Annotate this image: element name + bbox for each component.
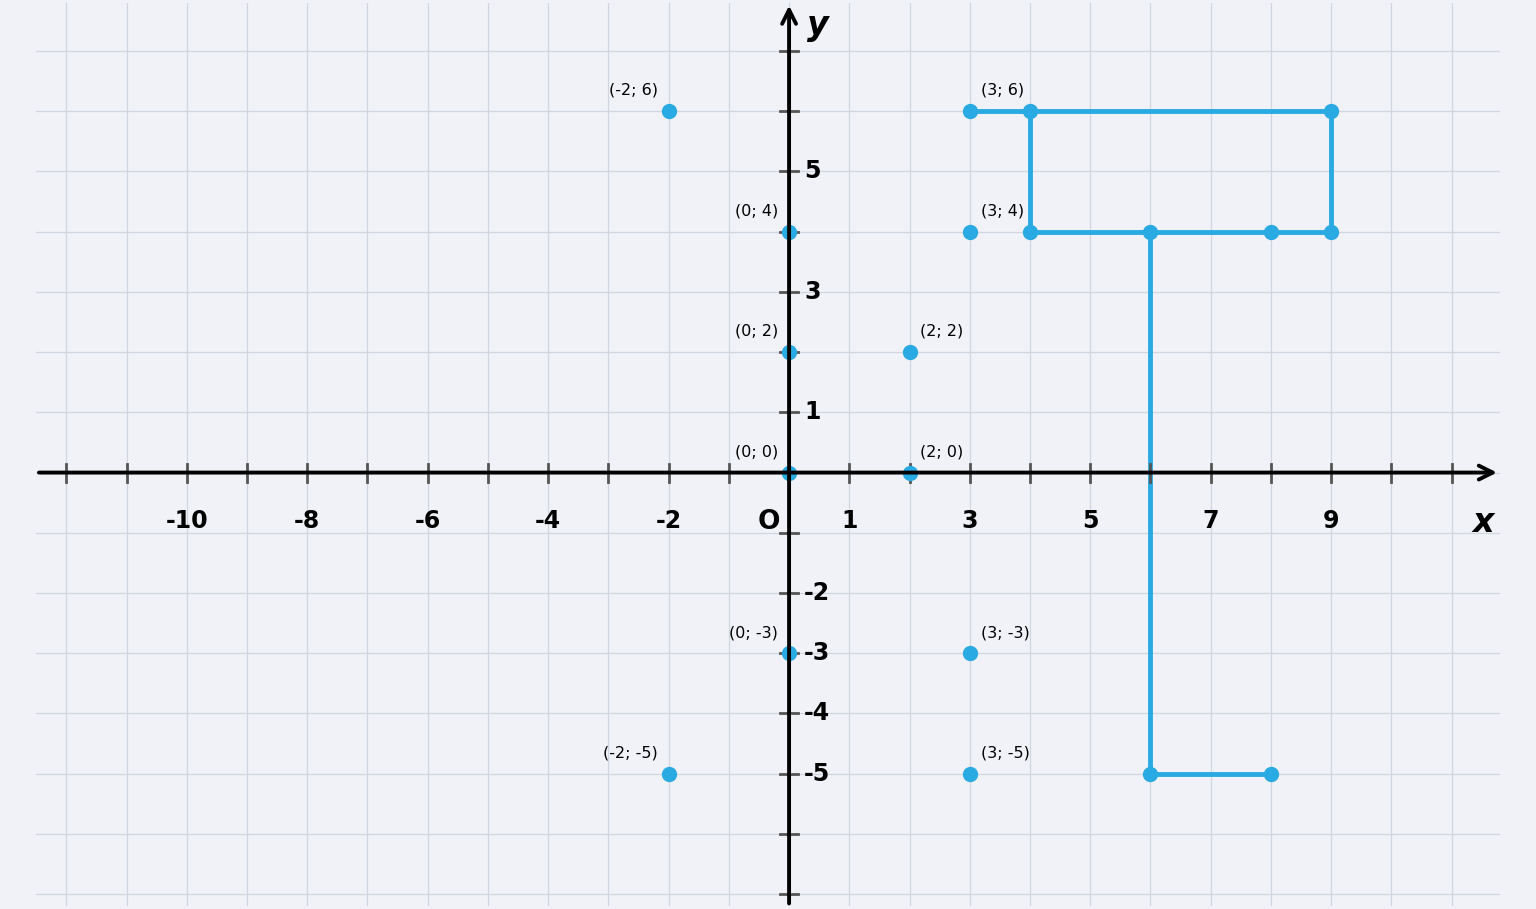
Text: 5: 5 bbox=[805, 159, 820, 184]
Text: -4: -4 bbox=[805, 702, 831, 725]
Text: -2: -2 bbox=[805, 581, 831, 605]
Text: -2: -2 bbox=[656, 509, 682, 533]
Text: (2; 2): (2; 2) bbox=[920, 324, 963, 339]
Text: (0; -3): (0; -3) bbox=[730, 625, 779, 640]
Text: (0; 4): (0; 4) bbox=[736, 204, 779, 218]
Text: -8: -8 bbox=[293, 509, 321, 533]
Text: (0; 2): (0; 2) bbox=[736, 324, 779, 339]
Text: 3: 3 bbox=[962, 509, 978, 533]
Text: (-2; -5): (-2; -5) bbox=[604, 745, 657, 761]
Text: (3; -5): (3; -5) bbox=[980, 745, 1029, 761]
Text: (-2; 6): (-2; 6) bbox=[608, 83, 657, 98]
Text: 3: 3 bbox=[805, 280, 820, 304]
Text: x: x bbox=[1473, 505, 1495, 539]
Text: -6: -6 bbox=[415, 509, 441, 533]
Text: 9: 9 bbox=[1322, 509, 1339, 533]
Text: (3; 6): (3; 6) bbox=[980, 83, 1023, 98]
Text: -10: -10 bbox=[166, 509, 207, 533]
Text: -5: -5 bbox=[805, 762, 831, 785]
Text: (3; 4): (3; 4) bbox=[980, 204, 1023, 218]
Text: O: O bbox=[757, 509, 780, 534]
Text: (3; -3): (3; -3) bbox=[980, 625, 1029, 640]
Text: (2; 0): (2; 0) bbox=[920, 445, 963, 459]
Text: -3: -3 bbox=[805, 641, 831, 665]
Text: 5: 5 bbox=[1081, 509, 1098, 533]
Text: 1: 1 bbox=[842, 509, 857, 533]
Text: (0; 0): (0; 0) bbox=[736, 445, 779, 459]
Text: 7: 7 bbox=[1203, 509, 1220, 533]
Text: -4: -4 bbox=[535, 509, 561, 533]
Text: 1: 1 bbox=[805, 400, 820, 425]
Text: y: y bbox=[806, 9, 829, 42]
